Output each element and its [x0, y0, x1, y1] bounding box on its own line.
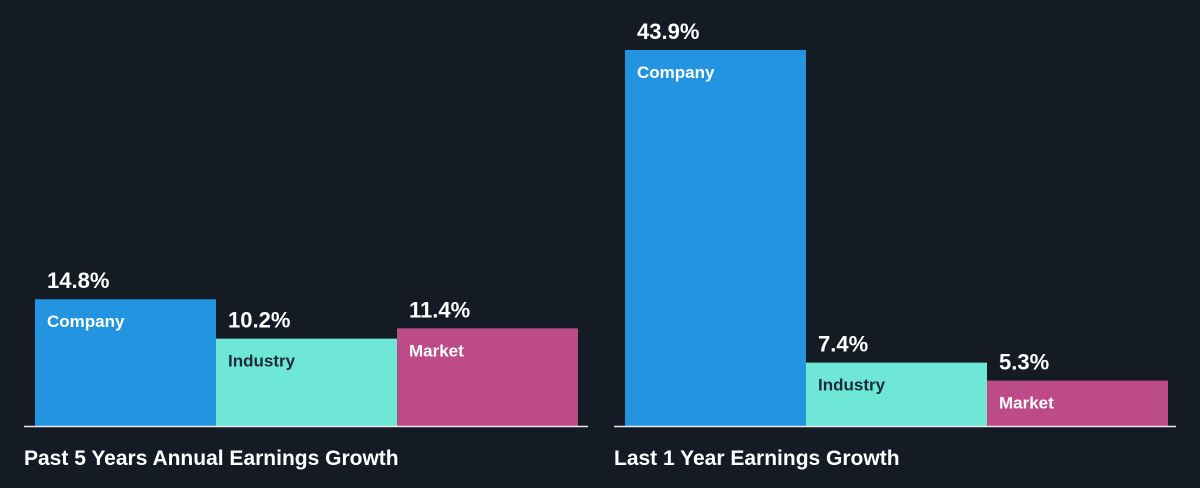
- value-label-industry: 10.2%: [228, 308, 290, 333]
- bar-company: [35, 299, 216, 426]
- category-label-industry: Industry: [818, 376, 886, 395]
- chart-title: Past 5 Years Annual Earnings Growth: [24, 447, 399, 470]
- category-label-market: Market: [409, 341, 464, 360]
- category-label-market: Market: [999, 394, 1054, 413]
- value-label-company: 43.9%: [637, 19, 699, 44]
- bar-company: [625, 49, 806, 426]
- value-label-market: 11.4%: [409, 297, 470, 322]
- category-label-industry: Industry: [228, 352, 296, 371]
- value-label-industry: 7.4%: [818, 332, 868, 357]
- bar-industry: [806, 362, 987, 426]
- category-label-company: Company: [47, 312, 125, 331]
- chart-title: Last 1 Year Earnings Growth: [614, 447, 900, 470]
- chart-panel-2: 43.9% Company 7.4% Industry 5.3% Market Last 1…: [614, 19, 1176, 470]
- bar-industry: [216, 338, 397, 426]
- chart-panel-1: 14.8% Company 10.2% Industry 11.4% Market Past…: [24, 268, 588, 470]
- bar-market: [397, 328, 578, 426]
- bar-market: [987, 380, 1168, 426]
- value-label-company: 14.8%: [47, 268, 109, 293]
- category-label-company: Company: [637, 63, 715, 82]
- value-label-market: 5.3%: [999, 350, 1049, 375]
